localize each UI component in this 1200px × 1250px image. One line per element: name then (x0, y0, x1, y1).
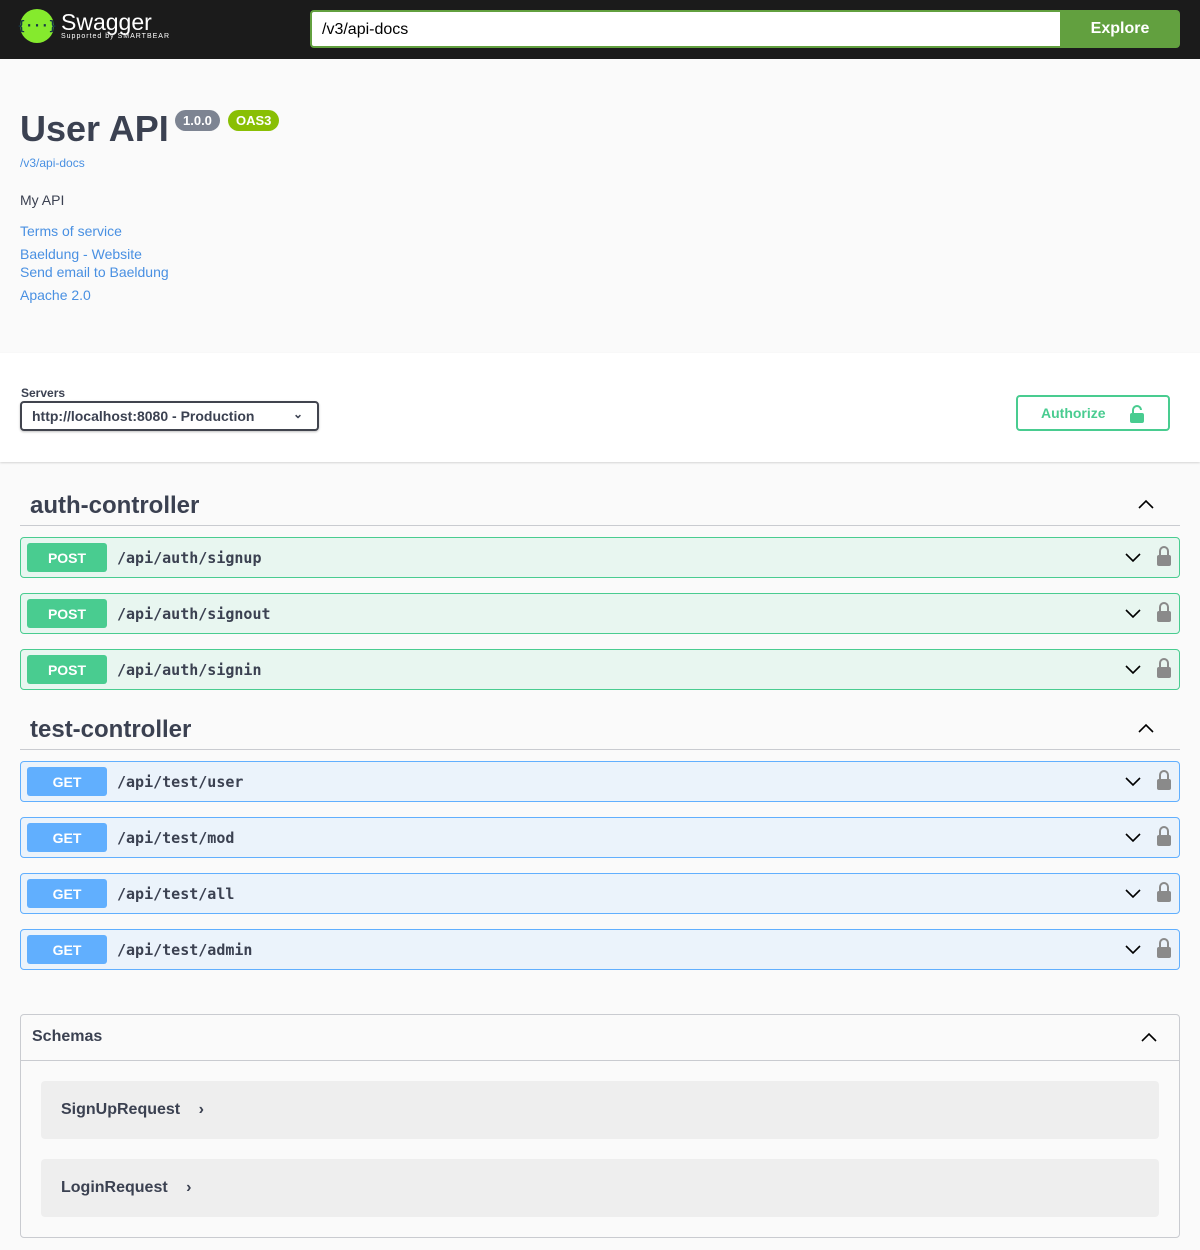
authorize-button[interactable]: Authorize (1016, 395, 1170, 431)
method-badge: GET (27, 767, 107, 796)
chevron-down-icon[interactable] (1123, 604, 1143, 624)
tag-auth-controller[interactable]: auth-controller (20, 484, 1180, 526)
logo-sub: Supported by SMARTBEAR (61, 33, 171, 40)
model-loginrequest[interactable]: LoginRequest › (41, 1159, 1159, 1217)
chevron-down-icon[interactable] (1123, 772, 1143, 792)
chevron-right-icon: › (198, 1101, 204, 1118)
model-name: LoginRequest (61, 1179, 168, 1196)
operation-path: /api/test/user (117, 773, 244, 791)
tag-name: auth-controller (30, 492, 200, 519)
servers-label: Servers (21, 386, 66, 400)
spec-link[interactable]: /v3/api-docs (20, 156, 85, 170)
chevron-down-icon[interactable] (1123, 828, 1143, 848)
chevron-up-icon (1141, 1032, 1157, 1042)
schemas-section: Schemas SignUpRequest › LoginRequest › (20, 1014, 1180, 1238)
operation-row[interactable]: GET/api/test/admin (20, 929, 1180, 970)
server-value: http://localhost:8080 - Production (32, 408, 255, 424)
explore-button[interactable]: Explore (1060, 10, 1180, 48)
chevron-down-icon[interactable] (1123, 884, 1143, 904)
operation-row[interactable]: POST/api/auth/signup (20, 537, 1180, 578)
server-select[interactable]: http://localhost:8080 - Production ⌄ (20, 401, 319, 431)
model-signuprequest[interactable]: SignUpRequest › (41, 1081, 1159, 1139)
oas-badge: OAS3 (228, 110, 280, 131)
swagger-logo[interactable]: {···} Swagger Supported by SMARTBEAR (17, 9, 171, 43)
unlock-icon (1130, 405, 1144, 423)
lock-icon[interactable] (1157, 658, 1171, 678)
operation-path: /api/auth/signout (117, 605, 271, 623)
terms-link[interactable]: Terms of service (20, 223, 122, 239)
lock-icon[interactable] (1157, 602, 1171, 622)
operation-row[interactable]: POST/api/auth/signin (20, 649, 1180, 690)
page-title: User API (20, 108, 169, 149)
chevron-down-icon: ⌄ (292, 407, 303, 421)
method-badge: POST (27, 543, 107, 572)
chevron-down-icon[interactable] (1123, 548, 1143, 568)
topbar: {···} Swagger Supported by SMARTBEAR /v3/… (0, 0, 1200, 59)
chevron-down-icon[interactable] (1123, 940, 1143, 960)
email-link[interactable]: Send email to Baeldung (20, 264, 169, 280)
lock-icon[interactable] (1157, 938, 1171, 958)
method-badge: GET (27, 879, 107, 908)
logo-name: Swagger (61, 9, 152, 35)
chevron-down-icon[interactable] (1123, 660, 1143, 680)
lock-icon[interactable] (1157, 826, 1171, 846)
swagger-logo-icon: {···} (17, 9, 57, 43)
schemas-title: Schemas (32, 1028, 103, 1045)
method-badge: GET (27, 935, 107, 964)
website-link[interactable]: Baeldung - Website (20, 246, 142, 262)
method-badge: POST (27, 599, 107, 628)
lock-icon[interactable] (1157, 882, 1171, 902)
model-name: SignUpRequest (61, 1101, 181, 1118)
description: My API (20, 192, 65, 208)
method-badge: POST (27, 655, 107, 684)
schemas-header[interactable]: Schemas (21, 1015, 1179, 1061)
lock-icon[interactable] (1157, 770, 1171, 790)
method-badge: GET (27, 823, 107, 852)
operation-path: /api/auth/signup (117, 549, 262, 567)
operation-row[interactable]: POST/api/auth/signout (20, 593, 1180, 634)
chevron-right-icon: › (186, 1179, 192, 1196)
tag-name: test-controller (30, 716, 192, 743)
lock-icon[interactable] (1157, 546, 1171, 566)
operation-path: /api/test/admin (117, 941, 253, 959)
operation-path: /api/test/mod (117, 829, 235, 847)
operation-path: /api/test/all (117, 885, 235, 903)
spec-url-input[interactable]: /v3/api-docs (310, 10, 1060, 48)
operation-row[interactable]: GET/api/test/all (20, 873, 1180, 914)
servers-section: Servers http://localhost:8080 - Producti… (0, 353, 1200, 462)
tag-test-controller[interactable]: test-controller (20, 708, 1180, 750)
license-link[interactable]: Apache 2.0 (20, 287, 91, 303)
chevron-up-icon[interactable] (1136, 718, 1156, 738)
chevron-up-icon[interactable] (1136, 494, 1156, 514)
operation-row[interactable]: GET/api/test/user (20, 761, 1180, 802)
operation-path: /api/auth/signin (117, 661, 262, 679)
operation-row[interactable]: GET/api/test/mod (20, 817, 1180, 858)
authorize-label: Authorize (1041, 405, 1106, 421)
version-badge: 1.0.0 (175, 110, 220, 131)
